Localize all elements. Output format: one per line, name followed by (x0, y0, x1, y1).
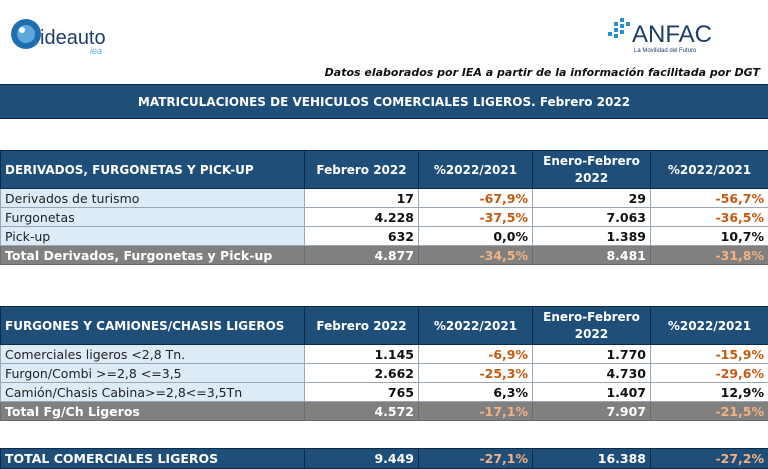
cell-pct-month: 0,0% (418, 226, 533, 246)
cell-pct-ytd: 12,9% (650, 382, 768, 402)
row-label: Derivados de turismo (0, 188, 305, 208)
anfac-logo: ANFAC La Movilidad del Futuro (608, 18, 712, 54)
total-pct-month: -34,5% (418, 245, 533, 265)
cell-pct-month: -67,9% (418, 188, 533, 208)
row-label: Furgon/Combi >=2,8 <=3,5 (0, 363, 305, 383)
row-label: Pick-up (0, 226, 305, 246)
table-derivados: DERIVADOS, FURGONETAS Y PICK-UP Febrero … (0, 150, 768, 265)
grand-total-month: 9.449 (304, 448, 419, 469)
table-row: Furgonetas 4.228 -37,5% 7.063 -36,5% (0, 207, 768, 227)
ideauto-logo: ideauto iea (11, 19, 106, 56)
col-header-pct-ytd: %2022/2021 (650, 150, 768, 189)
cell-pct-ytd: -36,5% (650, 207, 768, 227)
cell-pct-ytd: -56,7% (650, 188, 768, 208)
cell-ytd: 29 (532, 188, 651, 208)
cell-month: 632 (304, 226, 419, 246)
cell-ytd: 7.063 (532, 207, 651, 227)
cell-pct-ytd: 10,7% (650, 226, 768, 246)
cell-pct-month: -37,5% (418, 207, 533, 227)
total-ytd: 8.481 (532, 245, 651, 265)
total-month: 4.877 (304, 245, 419, 265)
anfac-logo-sub: La Movilidad del Futuro (634, 48, 697, 54)
total-pct-ytd: -31,8% (650, 245, 768, 265)
table-row: Pick-up 632 0,0% 1.389 10,7% (0, 226, 768, 246)
total-pct-month: -17,1% (418, 401, 533, 421)
total-label: Total Derivados, Furgonetas y Pick-up (0, 245, 305, 265)
cell-month: 765 (304, 382, 419, 402)
col-header-pct-ytd: %2022/2021 (650, 306, 768, 345)
table-row: Derivados de turismo 17 -67,9% 29 -56,7% (0, 188, 768, 208)
col-header-month: Febrero 2022 (304, 306, 419, 345)
total-label: Total Fg/Ch Ligeros (0, 401, 305, 421)
ideauto-logo-text: ideauto (40, 27, 106, 49)
cell-month: 1.145 (304, 344, 419, 364)
cell-ytd: 1.407 (532, 382, 651, 402)
table-row: Furgon/Combi >=2,8 <=3,5 2.662 -25,3% 4.… (0, 363, 768, 383)
col-header-pct-month: %2022/2021 (418, 306, 533, 345)
cell-month: 4.228 (304, 207, 419, 227)
col-header-category: FURGONES Y CAMIONES/CHASIS LIGEROS (0, 306, 305, 345)
table-total-row: Total Fg/Ch Ligeros 4.572 -17,1% 7.907 -… (0, 401, 768, 421)
row-label: Furgonetas (0, 207, 305, 227)
table-row: Comerciales ligeros <2,8 Tn. 1.145 -6,9%… (0, 344, 768, 364)
grand-total-pct-ytd: -27,2% (650, 448, 768, 469)
table-total-row: Total Derivados, Furgonetas y Pick-up 4.… (0, 245, 768, 265)
grand-total-row: TOTAL COMERCIALES LIGEROS 9.449 -27,1% 1… (0, 448, 768, 469)
ideauto-logo-sub: iea (90, 46, 102, 56)
cell-ytd: 4.730 (532, 363, 651, 383)
table-header-row: DERIVADOS, FURGONETAS Y PICK-UP Febrero … (0, 150, 768, 189)
table-furgones: FURGONES Y CAMIONES/CHASIS LIGEROS Febre… (0, 306, 768, 421)
table-row: Camión/Chasis Cabina>=2,8<=3,5Tn 765 6,3… (0, 382, 768, 402)
col-header-category: DERIVADOS, FURGONETAS Y PICK-UP (0, 150, 305, 189)
total-pct-ytd: -21,5% (650, 401, 768, 421)
cell-month: 17 (304, 188, 419, 208)
row-label: Comerciales ligeros <2,8 Tn. (0, 344, 305, 364)
cell-pct-month: 6,3% (418, 382, 533, 402)
cell-pct-ytd: -29,6% (650, 363, 768, 383)
row-label: Camión/Chasis Cabina>=2,8<=3,5Tn (0, 382, 305, 402)
grand-total-ytd: 16.388 (532, 448, 651, 469)
anfac-logo-text: ANFAC (632, 21, 712, 48)
total-ytd: 7.907 (532, 401, 651, 421)
grand-total-table: TOTAL COMERCIALES LIGEROS 9.449 -27,1% 1… (0, 448, 768, 469)
cell-pct-ytd: -15,9% (650, 344, 768, 364)
table-header-row: FURGONES Y CAMIONES/CHASIS LIGEROS Febre… (0, 306, 768, 345)
col-header-ytd: Enero-Febrero 2022 (532, 150, 651, 189)
source-note: Datos elaborados por IEA a partir de la … (324, 66, 760, 79)
col-header-pct-month: %2022/2021 (418, 150, 533, 189)
page-title: MATRICULACIONES DE VEHICULOS COMERCIALES… (0, 84, 768, 119)
col-header-month: Febrero 2022 (304, 150, 419, 189)
grand-total-pct-month: -27,1% (418, 448, 533, 469)
total-month: 4.572 (304, 401, 419, 421)
cell-month: 2.662 (304, 363, 419, 383)
cell-ytd: 1.389 (532, 226, 651, 246)
grand-total-label: TOTAL COMERCIALES LIGEROS (0, 448, 305, 469)
col-header-ytd: Enero-Febrero 2022 (532, 306, 651, 345)
cell-pct-month: -6,9% (418, 344, 533, 364)
cell-ytd: 1.770 (532, 344, 651, 364)
cell-pct-month: -25,3% (418, 363, 533, 383)
